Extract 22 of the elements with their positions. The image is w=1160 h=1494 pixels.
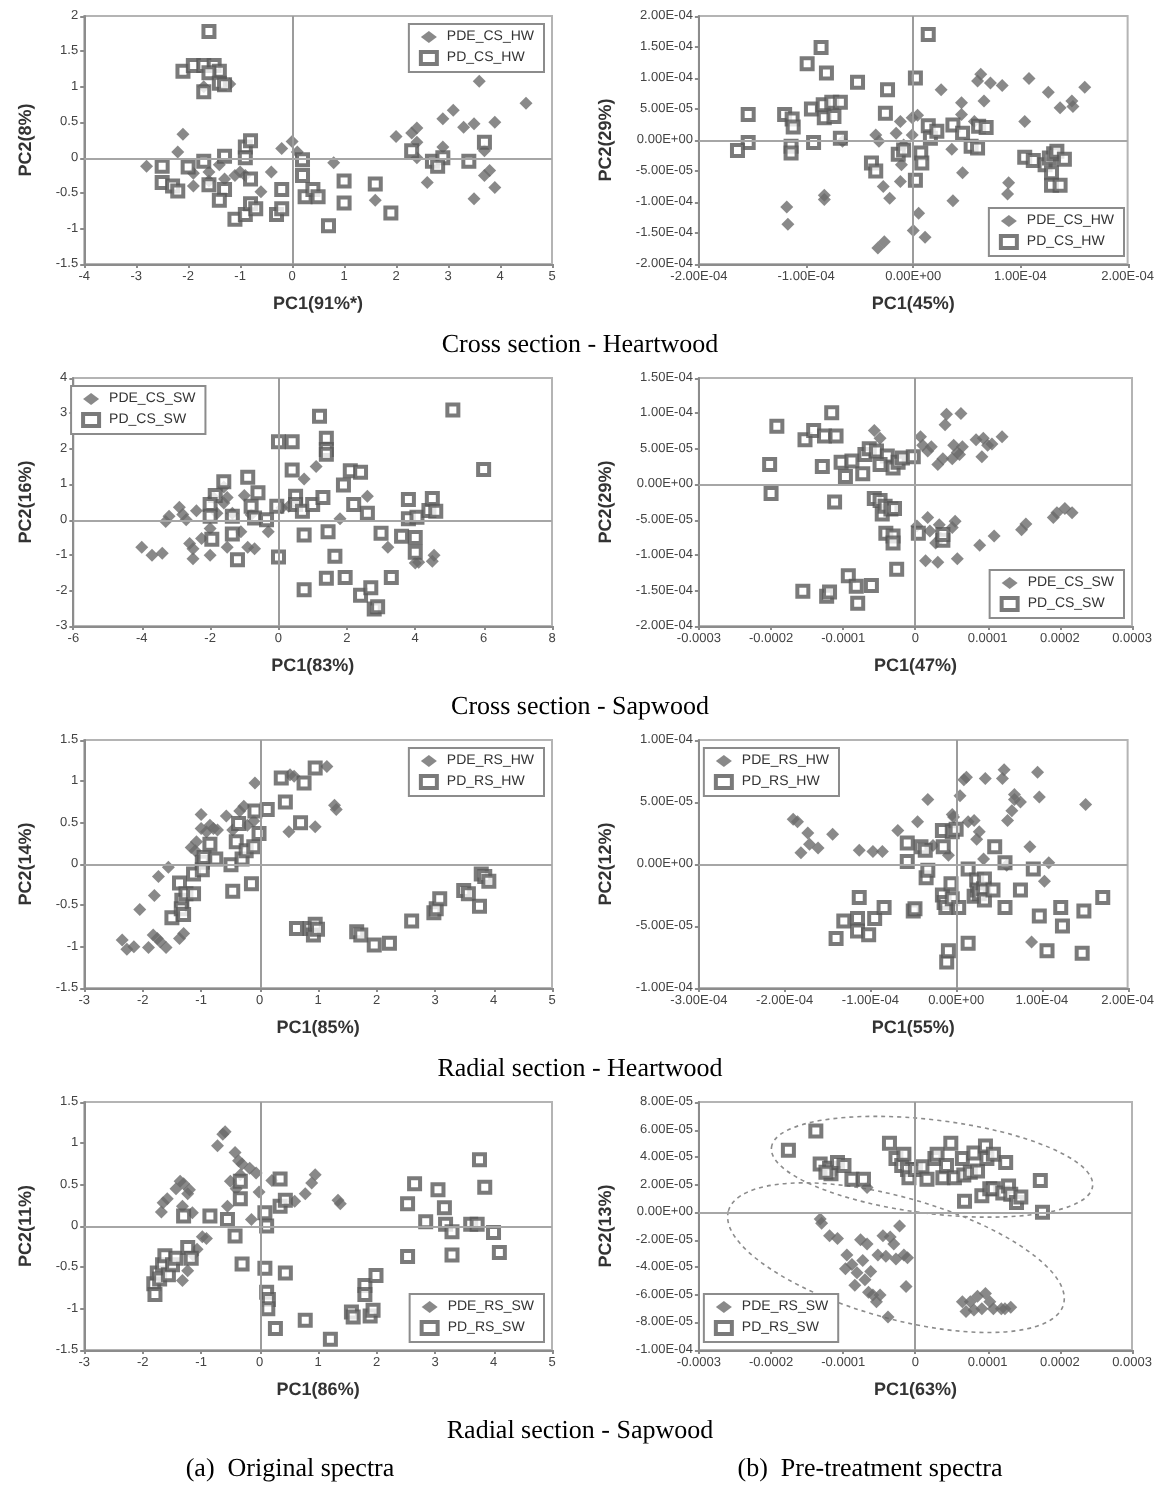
x-axis-title: PC1(85%) <box>276 1016 360 1037</box>
text: Radial section - Heartwood <box>435 1050 725 1086</box>
text: Cross section - Sapwood <box>449 688 711 724</box>
text: (b) Pre-treatment spectra <box>735 1450 1005 1486</box>
x-axis-title: PC1(47%) <box>873 654 957 675</box>
y-axis-title: PC2(14%) <box>15 822 35 906</box>
y-axis-title: PC2(16%) <box>15 460 35 544</box>
y-axis-title: PC2(13%) <box>595 1184 615 1268</box>
x-axis-title: PC1(83%) <box>271 654 355 675</box>
x-axis-title: PC1(63%) <box>873 1378 957 1399</box>
y-axis-title: PC2(12%) <box>595 822 615 906</box>
y-axis-title: PC2(11%) <box>15 1184 35 1268</box>
text: Radial section - Sapwood <box>444 1412 716 1448</box>
x-axis-title: PC1(91%*) <box>273 292 364 313</box>
y-axis-title: PC2(29%) <box>595 98 615 182</box>
x-axis-title: PC1(45%) <box>871 292 955 313</box>
text: (a) Original spectra <box>183 1450 397 1486</box>
x-axis-title: PC1(86%) <box>276 1378 360 1399</box>
y-axis-title: PC2(29%) <box>595 460 615 544</box>
y-axis-title: PC2(8%) <box>15 103 35 177</box>
text: Cross section - Heartwood <box>439 326 721 362</box>
x-axis-title: PC1(55%) <box>871 1016 955 1037</box>
